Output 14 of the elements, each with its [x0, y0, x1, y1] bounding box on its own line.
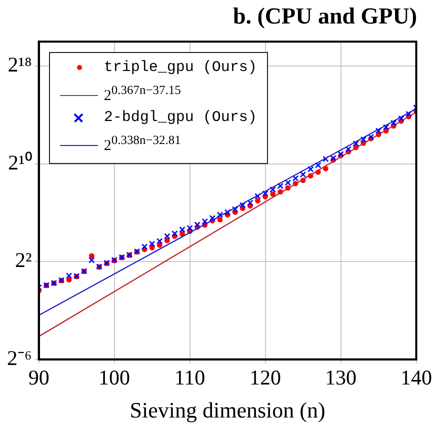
legend-label: 2$^{0.338n−32.81}$ [104, 132, 181, 156]
x-tick-label: 130 [325, 366, 357, 390]
x-tick-label: 110 [174, 366, 206, 390]
y-tick-label: 2² [15, 248, 32, 272]
legend-label: 2$^{0.367n−37.15}$ [104, 82, 181, 106]
x-tick-label: 120 [250, 366, 282, 390]
y-tick-label: 2¹⁸ [8, 52, 32, 77]
legend-label: triple_gpu (Ours) [104, 58, 257, 78]
x-tick-label: 100 [98, 366, 130, 390]
y-tick-label: 2¹⁰ [8, 150, 32, 174]
chart-title: b. (CPU and GPU) [232, 4, 417, 29]
legend-label: 2-bdgl_gpu (Ours) [104, 108, 257, 128]
x-tick-label: 140 [400, 366, 432, 390]
x-axis-title: Sieving dimension (n) [130, 398, 326, 423]
